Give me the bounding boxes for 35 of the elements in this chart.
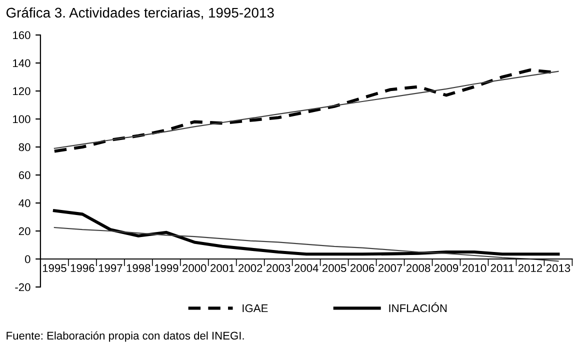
y-tick-label: 160: [13, 31, 30, 40]
y-tick-label: -20: [15, 283, 30, 292]
x-tick-label: 1998: [126, 264, 150, 272]
y-tick-label: 40: [18, 199, 30, 208]
x-tick-label: 2011: [490, 264, 514, 272]
x-tick-label: 2006: [350, 264, 374, 272]
y-tick-label: 140: [13, 59, 30, 68]
x-tick-label: 2008: [406, 264, 430, 272]
chart-title: Gráfica 3. Actividades terciarias, 1995-2013: [6, 7, 274, 20]
y-tick-label: 20: [18, 227, 30, 236]
x-tick-label: 2007: [378, 264, 402, 272]
y-tick-label: 80: [18, 143, 30, 152]
x-tick-label: 1995: [42, 264, 66, 272]
x-tick-label: 2002: [238, 264, 262, 272]
x-tick-label: 1996: [70, 264, 94, 272]
y-tick-label: 100: [13, 115, 30, 124]
line-series: [54, 226, 559, 262]
x-tick-label: 1997: [98, 264, 122, 272]
y-tick-label: 60: [18, 171, 30, 180]
x-tick-label: 2004: [294, 264, 318, 272]
source-note: Fuente: Elaboración propia con datos del INEGI.: [6, 331, 244, 342]
x-tick-label: 2012: [518, 264, 542, 272]
x-tick-label: 2005: [322, 264, 346, 272]
x-tick-label: 2000: [182, 264, 206, 272]
x-tick-label: 2010: [462, 264, 486, 272]
y-tick-label: 120: [13, 87, 30, 96]
legend-label: IGAE: [242, 304, 268, 312]
x-tick-label: 2001: [210, 264, 234, 272]
line-series: [52, 209, 560, 256]
x-tick-label: 1999: [154, 264, 178, 272]
legend-label: INFLACIÓN: [389, 302, 447, 312]
x-tick-label: 2013: [546, 264, 570, 272]
x-tick-label: 2003: [266, 264, 290, 272]
x-tick-label: 2009: [434, 264, 458, 272]
y-tick-label: 0: [24, 255, 30, 264]
